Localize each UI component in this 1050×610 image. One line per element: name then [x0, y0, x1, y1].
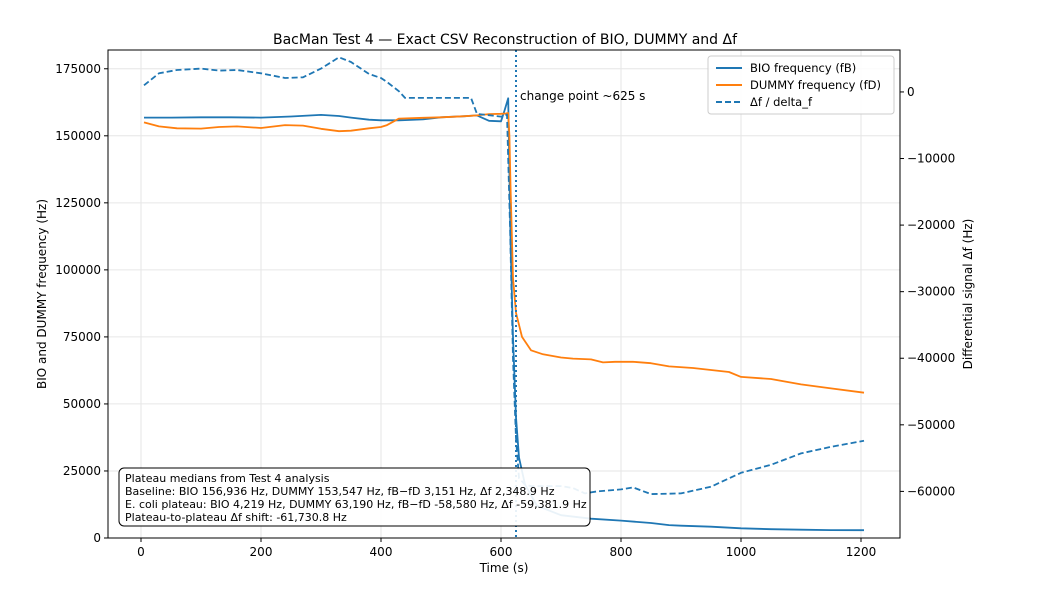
x-tick-label: 400: [370, 545, 393, 559]
y2-tick-label: −20000: [907, 218, 955, 232]
x-tick-label: 1200: [846, 545, 877, 559]
plateau-summary-frame: [118, 467, 591, 527]
y-tick-label: 25000: [63, 464, 101, 478]
y-tick-label: 175000: [55, 62, 101, 76]
legend-label-dummy: DUMMY frequency (fD): [750, 78, 881, 92]
legend: BIO frequency (fB) DUMMY frequency (fD) …: [707, 55, 895, 115]
plateau-summary-line: Plateau medians from Test 4 analysis: [125, 472, 330, 485]
axes: 0 200 400 600 800 1000 1200 0 25000 50000 75000 100…: [55, 62, 955, 559]
plateau-summary-line: Plateau-to-plateau Δf shift: -61,730.8 H…: [125, 511, 347, 524]
x-axis-label: Time (s): [479, 561, 529, 575]
dummy-frequency-line: [143, 112, 865, 394]
y-tick-label: 100000: [55, 263, 101, 277]
plateau-summary-line: E. coli plateau: BIO 4,219 Hz, DUMMY 63,…: [125, 498, 587, 511]
y-tick-label: 0: [93, 531, 101, 545]
legend-box: [707, 55, 895, 115]
y2-tick-label: −60000: [907, 484, 955, 498]
y-tick-label: 150000: [55, 129, 101, 143]
y2-tick-label: −50000: [907, 418, 955, 432]
y-tick-label: 50000: [63, 397, 101, 411]
bio-frequency-line: [144, 97, 865, 532]
y2-tick-label: −30000: [907, 285, 955, 299]
plateau-summary-line: Baseline: BIO 156,936 Hz, DUMMY 153,547 …: [125, 485, 555, 498]
x-tick-label: 200: [250, 545, 273, 559]
delta-f-line: [143, 56, 865, 496]
x-tick-label: 600: [490, 545, 513, 559]
y2-axis-label: Differential signal Δf (Hz): [961, 219, 975, 370]
y2-tick-label: −40000: [907, 351, 955, 365]
y-tick-label: 125000: [55, 196, 101, 210]
x-tick-label: 1000: [726, 545, 757, 559]
x-tick-label: 0: [137, 545, 145, 559]
y2-tick-label: 0: [907, 85, 915, 99]
chart-title: BacMan Test 4 — Exact CSV Reconstruction…: [273, 32, 738, 48]
y-tick-label: 75000: [63, 330, 101, 344]
plateau-summary-box: Plateau medians from Test 4 analysis Bas…: [118, 467, 591, 527]
x-tick-label: 800: [610, 545, 633, 559]
legend-label-delta: Δf / delta_f: [750, 95, 813, 109]
change-point-label: change point ~625 s: [520, 89, 645, 103]
y2-tick-label: −10000: [907, 152, 955, 166]
plot-frame: [107, 49, 901, 539]
series-layer: [143, 56, 865, 532]
y-axis-label: BIO and DUMMY frequency (Hz): [35, 199, 49, 389]
change-point-marker: change point ~625 s: [515, 50, 645, 538]
legend-label-bio: BIO frequency (fB): [750, 61, 856, 75]
